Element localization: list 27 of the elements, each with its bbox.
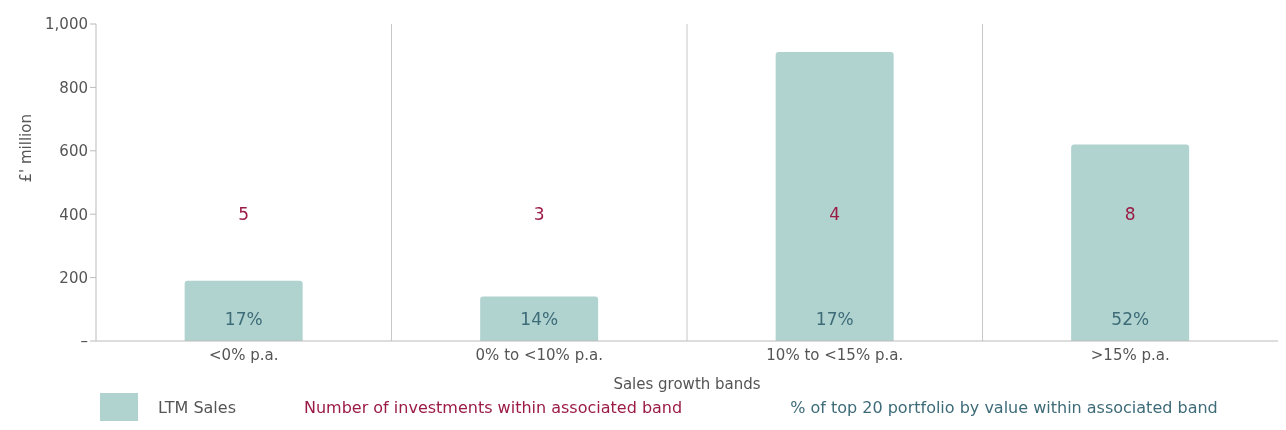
- y-tick-label: 600: [59, 142, 88, 161]
- x-tick-label: <0% p.a.: [209, 345, 279, 364]
- x-tick-label: 0% to <10% p.a.: [475, 345, 603, 364]
- bar: [184, 280, 303, 341]
- y-tick-label: –: [80, 332, 88, 351]
- annotation: 3: [533, 204, 545, 225]
- x-tick-label: 10% to <15% p.a.: [766, 345, 904, 364]
- y-tick-label: 200: [59, 268, 88, 287]
- x-axis-title: Sales growth bands: [613, 375, 761, 393]
- legend-label: LTM Sales: [158, 397, 236, 417]
- bar: [775, 51, 894, 341]
- annotation: 52%: [1111, 308, 1150, 329]
- annotation: 8: [1124, 204, 1136, 225]
- y-tick-label: 400: [59, 205, 88, 224]
- y-tick-label: 800: [59, 78, 88, 97]
- bar: [1071, 144, 1190, 341]
- y-tick-label: 1,000: [45, 15, 88, 34]
- text: % of top 20 portfolio by value within associated band: [790, 397, 1218, 417]
- text: Number of investments within associated band: [303, 397, 683, 417]
- annotation: 17%: [815, 308, 854, 329]
- x-tick-label: >15% p.a.: [1090, 345, 1170, 364]
- bar: [480, 296, 599, 341]
- annotation: 17%: [224, 308, 263, 329]
- annotation: 14%: [520, 308, 559, 329]
- y-axis-title: £' million: [17, 114, 36, 183]
- annotation: 5: [238, 204, 250, 225]
- annotation: 4: [829, 204, 841, 225]
